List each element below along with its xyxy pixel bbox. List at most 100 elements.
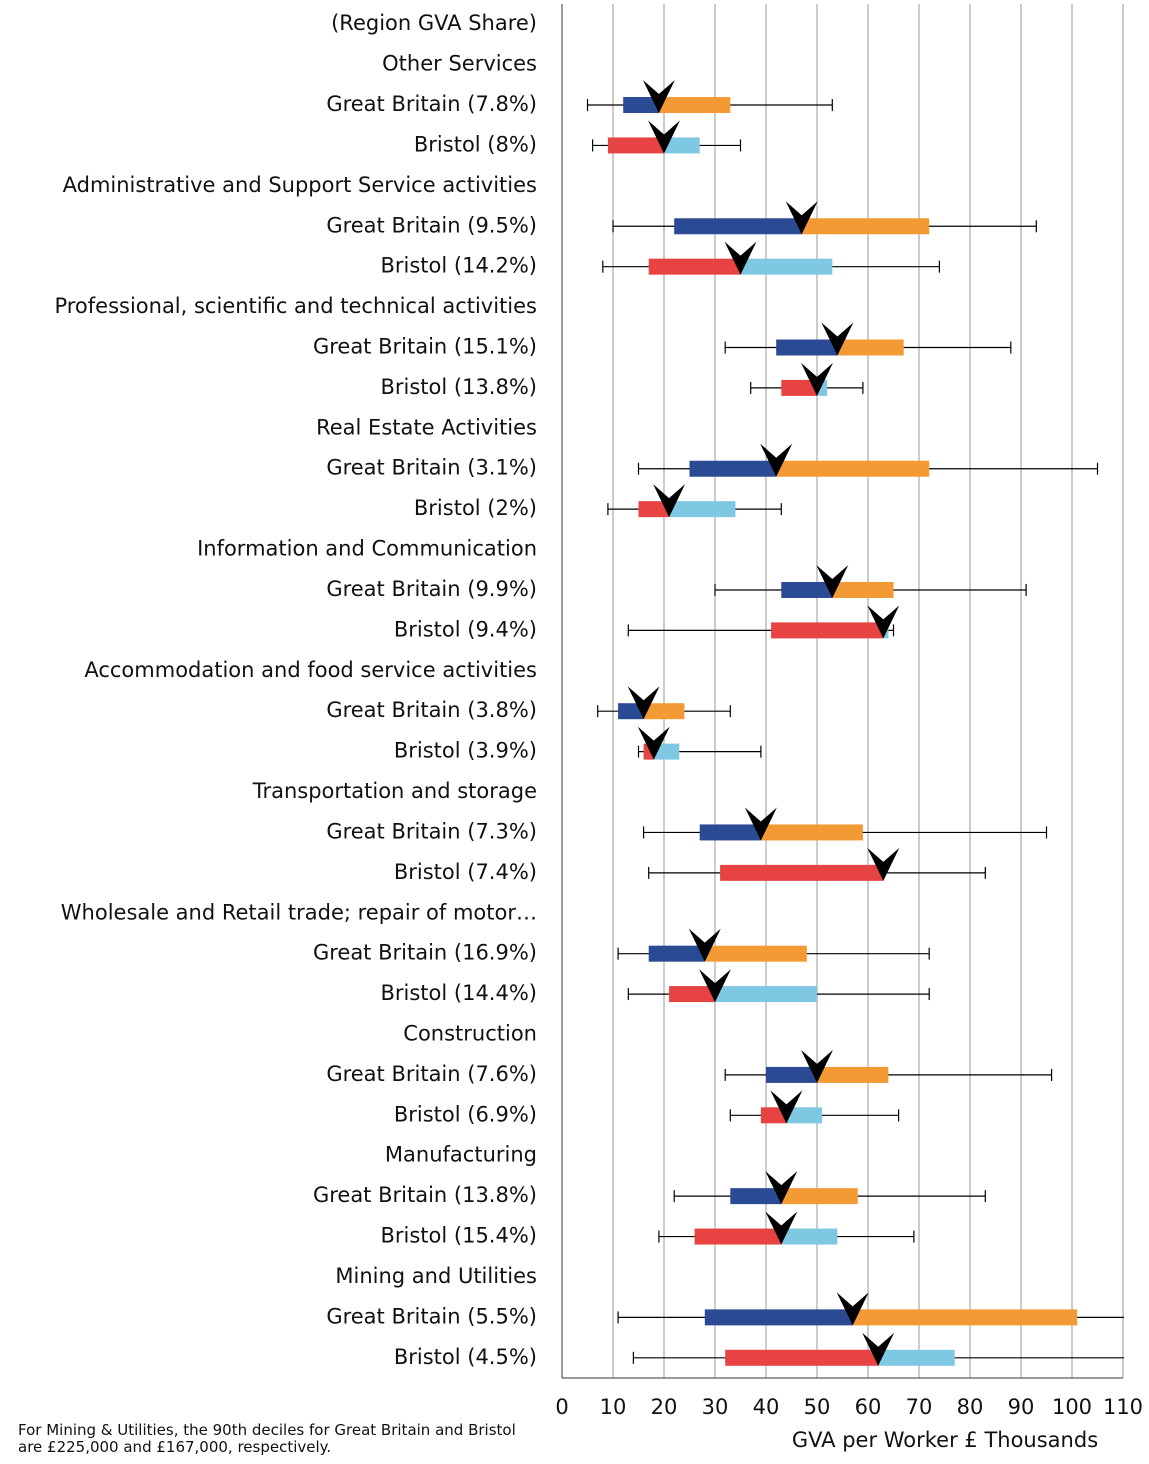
box-upper bbox=[832, 581, 894, 598]
row-label: Bristol (14.4%) bbox=[380, 981, 537, 1005]
median-marker bbox=[724, 241, 757, 275]
row-label: Great Britain (9.5%) bbox=[326, 213, 537, 237]
box-lower bbox=[776, 339, 838, 356]
row-label: Bristol (4.5%) bbox=[394, 1345, 537, 1369]
box-lower bbox=[623, 97, 659, 114]
row-label: Construction bbox=[403, 1022, 537, 1046]
box-lower bbox=[669, 986, 715, 1003]
median-marker bbox=[653, 484, 686, 518]
box-lower bbox=[638, 501, 670, 518]
row-label: Professional, scientific and technical a… bbox=[54, 294, 537, 318]
row-label: Wholesale and Retail trade; repair of mo… bbox=[61, 900, 537, 924]
x-tick-label: 100 bbox=[1052, 1395, 1092, 1419]
box-lower bbox=[694, 1228, 782, 1245]
grid bbox=[561, 4, 1124, 1379]
box-upper bbox=[852, 1309, 1078, 1326]
box-upper bbox=[664, 137, 700, 154]
median-marker bbox=[765, 1171, 798, 1205]
median-marker bbox=[688, 928, 721, 962]
x-tick-label: 30 bbox=[702, 1395, 729, 1419]
x-tick-label: 10 bbox=[600, 1395, 627, 1419]
row-label: Administrative and Support Service activ… bbox=[63, 173, 537, 197]
x-tick-label: 0 bbox=[555, 1395, 568, 1419]
row-label: Great Britain (7.3%) bbox=[326, 819, 537, 843]
box-upper bbox=[817, 379, 828, 396]
median-marker bbox=[816, 564, 849, 598]
row-label: Great Britain (5.5%) bbox=[326, 1304, 537, 1328]
median-marker bbox=[627, 686, 660, 720]
box-lower bbox=[781, 581, 833, 598]
median-marker bbox=[744, 807, 777, 841]
box-upper bbox=[704, 945, 807, 962]
box-upper bbox=[669, 501, 736, 518]
median-marker bbox=[760, 443, 793, 477]
box-lower bbox=[781, 379, 817, 396]
box-upper bbox=[740, 258, 833, 275]
row-label: Bristol (6.9%) bbox=[394, 1102, 537, 1126]
box-lower bbox=[760, 1107, 787, 1124]
box-upper bbox=[760, 824, 863, 841]
x-tick-label: 70 bbox=[906, 1395, 933, 1419]
x-tick-label: 90 bbox=[1008, 1395, 1035, 1419]
box-upper bbox=[878, 1349, 955, 1366]
row-label: Manufacturing bbox=[385, 1143, 537, 1167]
labels: 0 10 20 30 40 50 60 70 80 90 100 110 (Region GVA Sha… bbox=[54, 11, 1143, 1419]
box-lower bbox=[648, 258, 741, 275]
median-marker bbox=[867, 847, 900, 881]
box-upper bbox=[837, 339, 904, 356]
median-marker bbox=[821, 322, 854, 356]
row-label: Great Britain (3.8%) bbox=[326, 698, 537, 722]
x-tick-label: 20 bbox=[651, 1395, 678, 1419]
median-marker bbox=[648, 120, 680, 154]
row-label: Real Estate Activities bbox=[316, 415, 537, 439]
row-label: Other Services bbox=[382, 52, 537, 76]
box-upper bbox=[817, 1066, 889, 1083]
box-upper bbox=[643, 703, 685, 720]
row-label: Accommodation and food service activitie… bbox=[84, 658, 537, 682]
row-label: Information and Communication bbox=[197, 537, 537, 561]
row-label: Great Britain (13.8%) bbox=[313, 1183, 537, 1207]
box-lower bbox=[704, 1309, 853, 1326]
median-marker bbox=[862, 1332, 895, 1366]
median-marker bbox=[642, 80, 675, 114]
marks bbox=[586, 80, 1124, 1366]
box-upper bbox=[801, 218, 930, 235]
row-label: Great Britain (7.8%) bbox=[326, 92, 537, 116]
row-label: Transportation and storage bbox=[252, 779, 537, 803]
box-lower bbox=[730, 1188, 782, 1205]
x-tick-label: 110 bbox=[1103, 1395, 1143, 1419]
row-label: Great Britain (3.1%) bbox=[326, 456, 537, 480]
row-label: Bristol (13.8%) bbox=[380, 375, 537, 399]
row-label: Great Britain (9.9%) bbox=[326, 577, 537, 601]
box-upper bbox=[781, 1188, 858, 1205]
box-upper bbox=[776, 460, 930, 477]
box-lower bbox=[699, 824, 761, 841]
box-lower bbox=[618, 703, 644, 720]
box-lower bbox=[648, 945, 705, 962]
row-label: Bristol (3.9%) bbox=[394, 739, 537, 763]
row-label: Bristol (8%) bbox=[414, 132, 537, 156]
box-lower bbox=[607, 137, 664, 154]
row-label: (Region GVA Share) bbox=[331, 11, 537, 35]
box-upper bbox=[781, 1228, 838, 1245]
footnote: For Mining & Utilities, the 90th deciles… bbox=[18, 1421, 516, 1456]
box-lower bbox=[725, 1349, 879, 1366]
x-tick-label: 50 bbox=[804, 1395, 831, 1419]
box-upper bbox=[653, 743, 680, 760]
row-label: Bristol (9.4%) bbox=[394, 617, 537, 641]
box-lower bbox=[720, 864, 884, 881]
x-axis-title: GVA per Worker £ Thousands bbox=[792, 1428, 1098, 1452]
median-marker bbox=[801, 362, 833, 396]
median-marker bbox=[785, 201, 818, 235]
row-label: Bristol (14.2%) bbox=[380, 254, 537, 278]
row-label: Bristol (7.4%) bbox=[394, 860, 537, 884]
row-label: Mining and Utilities bbox=[335, 1264, 537, 1288]
box-lower bbox=[766, 1066, 817, 1083]
box-upper bbox=[658, 97, 731, 114]
median-marker bbox=[765, 1211, 798, 1245]
box-lower bbox=[689, 460, 777, 477]
row-label: Bristol (2%) bbox=[414, 496, 537, 520]
box-lower bbox=[643, 743, 654, 760]
